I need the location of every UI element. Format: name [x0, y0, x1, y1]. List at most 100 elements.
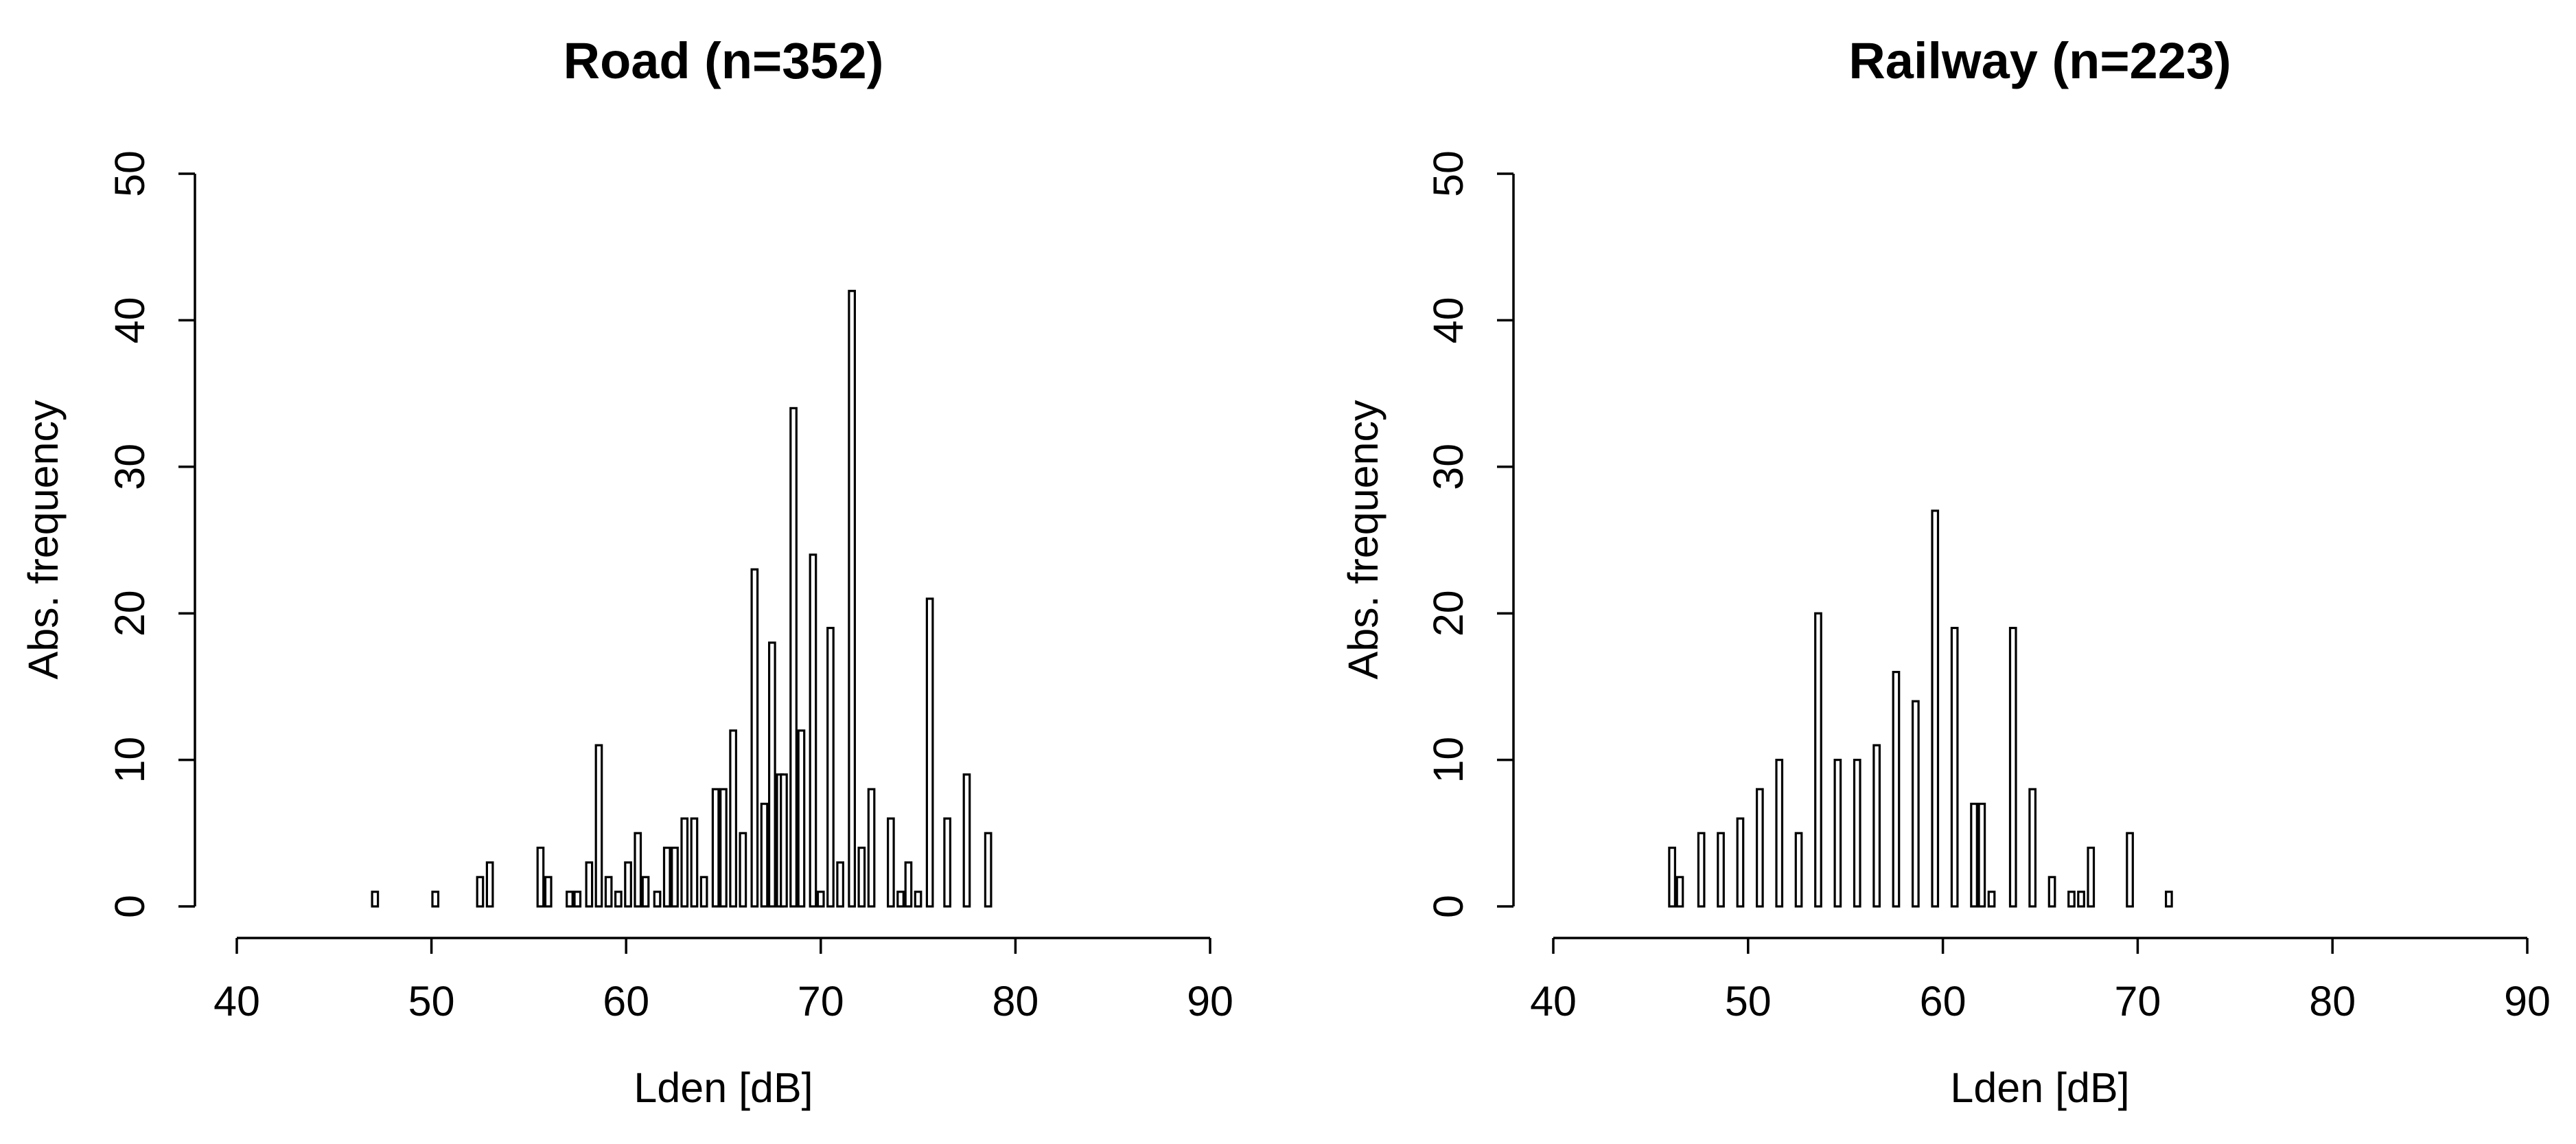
road-histogram-panel: Road (n=352) 40 50 60 70 80 90 0 10 — [20, 32, 1233, 1111]
railway-histogram-bar — [1987, 891, 1996, 908]
railway-y-tick-label-10: 10 — [1425, 737, 1472, 783]
road-histogram-bar — [544, 876, 553, 908]
railway-histogram-bar — [1717, 832, 1725, 908]
railway-histogram-bar — [1756, 788, 1764, 908]
road-histogram-bar — [641, 876, 650, 908]
road-histogram-bar — [485, 861, 494, 908]
road-histogram-bar — [680, 817, 689, 908]
road-histogram-bar — [719, 788, 728, 908]
road-y-tick-label-30: 30 — [106, 444, 153, 490]
road-histogram-bar — [904, 861, 913, 908]
road-histogram-bar — [857, 846, 866, 908]
railway-histogram-bar — [2028, 788, 2037, 908]
railway-y-ticks: 0 10 20 30 40 50 — [1425, 150, 1513, 918]
railway-y-tick-label-30: 30 — [1425, 444, 1472, 490]
road-x-tick-label-50: 50 — [408, 978, 455, 1025]
road-histogram-bar — [896, 891, 905, 908]
railway-histogram-bar — [1950, 626, 1959, 908]
railway-histogram-bar — [1977, 802, 1986, 908]
railway-histogram-bar — [1794, 832, 1803, 908]
road-histogram-bar — [797, 729, 806, 908]
railway-histogram-bar — [2087, 846, 2096, 908]
road-histogram-bar — [662, 846, 671, 908]
railway-histogram-bar — [2047, 876, 2056, 908]
road-histogram-bar — [914, 891, 923, 908]
railway-x-tick-label-70: 70 — [2114, 978, 2161, 1025]
road-histogram-bar — [431, 891, 440, 908]
road-histogram-bar — [566, 891, 574, 908]
road-histogram-bar — [604, 876, 613, 908]
road-histogram-bar — [594, 744, 603, 908]
railway-histogram-bar — [1697, 832, 1706, 908]
road-histogram-bar — [767, 641, 776, 908]
road-x-tick-label-40: 40 — [213, 978, 260, 1025]
road-histogram-bar — [739, 832, 747, 908]
road-histogram-bar — [573, 891, 582, 908]
road-histogram-bar — [816, 891, 825, 908]
road-y-tick-label-40: 40 — [106, 297, 153, 343]
railway-x-tick-label-60: 60 — [1920, 978, 1966, 1025]
railway-chart-title: Railway (n=223) — [1848, 32, 2231, 89]
railway-histogram-panel: Railway (n=223) 40 50 60 70 80 90 0 10 — [1340, 32, 2551, 1111]
road-histogram-bar — [809, 553, 817, 908]
road-x-tick-label-60: 60 — [603, 978, 649, 1025]
railway-histogram-bar — [1892, 670, 1901, 908]
railway-histogram-bar — [1853, 758, 1861, 908]
road-histogram-bar — [886, 817, 895, 908]
railway-histogram-bar — [1970, 802, 1978, 908]
road-histogram-bar — [634, 832, 642, 908]
railway-x-axis-label: Lden [dB] — [1950, 1064, 2129, 1111]
road-histogram-bar — [624, 861, 632, 908]
road-histogram-bar — [826, 626, 835, 908]
railway-histogram-bar — [2067, 891, 2076, 908]
road-y-tick-label-20: 20 — [106, 590, 153, 637]
railway-x-tick-label-90: 90 — [2504, 978, 2551, 1025]
road-histogram-bar — [750, 568, 759, 908]
road-histogram-bar — [585, 861, 594, 908]
road-histogram-bar — [962, 773, 971, 908]
railway-y-tick-label-50: 50 — [1425, 150, 1472, 197]
road-x-tick-label-80: 80 — [992, 978, 1038, 1025]
road-histogram-bar — [867, 788, 876, 908]
road-histogram-bar — [836, 861, 845, 908]
railway-bars — [1668, 510, 2173, 908]
road-histogram-bar — [984, 832, 993, 908]
railway-histogram-bar — [1675, 876, 1684, 908]
railway-histogram-bar — [2126, 832, 2134, 908]
road-histogram-bar — [536, 846, 545, 908]
railway-x-tick-label-50: 50 — [1725, 978, 1772, 1025]
railway-x-tick-label-80: 80 — [2309, 978, 2356, 1025]
railway-y-axis-label: Abs. frequency — [1340, 400, 1386, 679]
railway-y-tick-label-20: 20 — [1425, 590, 1472, 637]
road-histogram-bar — [760, 802, 769, 908]
road-histogram-bar — [780, 773, 788, 908]
road-y-ticks: 0 10 20 30 40 50 — [106, 150, 195, 918]
railway-y-tick-label-0: 0 — [1425, 895, 1472, 918]
railway-y-tick-label-40: 40 — [1425, 297, 1472, 343]
road-y-tick-label-0: 0 — [106, 895, 153, 918]
road-histogram-bar — [848, 290, 857, 908]
road-histogram-bar — [729, 729, 738, 908]
railway-histogram-bar — [1833, 758, 1842, 908]
road-y-tick-label-50: 50 — [106, 150, 153, 197]
railway-histogram-bar — [1775, 758, 1784, 908]
road-histogram-bar — [943, 817, 952, 908]
railway-histogram-bar — [1814, 612, 1822, 908]
road-x-ticks: 40 50 60 70 80 90 — [213, 938, 1233, 1025]
road-histogram-bar — [476, 876, 485, 908]
road-histogram-bar — [614, 891, 623, 908]
road-histogram-bar — [371, 891, 380, 908]
road-x-axis-label: Lden [dB] — [634, 1064, 813, 1111]
road-x-tick-label-90: 90 — [1187, 978, 1233, 1025]
road-histogram-bar — [690, 817, 699, 908]
road-histogram-bar — [699, 876, 708, 908]
road-histogram-bar — [925, 597, 934, 908]
railway-x-ticks: 40 50 60 70 80 90 — [1530, 938, 2551, 1025]
road-x-tick-label-70: 70 — [798, 978, 844, 1025]
railway-histogram-bar — [2165, 891, 2173, 908]
road-bars — [371, 290, 993, 908]
road-y-tick-label-10: 10 — [106, 737, 153, 783]
railway-histogram-bar — [1668, 846, 1676, 908]
railway-x-tick-label-40: 40 — [1530, 978, 1577, 1025]
